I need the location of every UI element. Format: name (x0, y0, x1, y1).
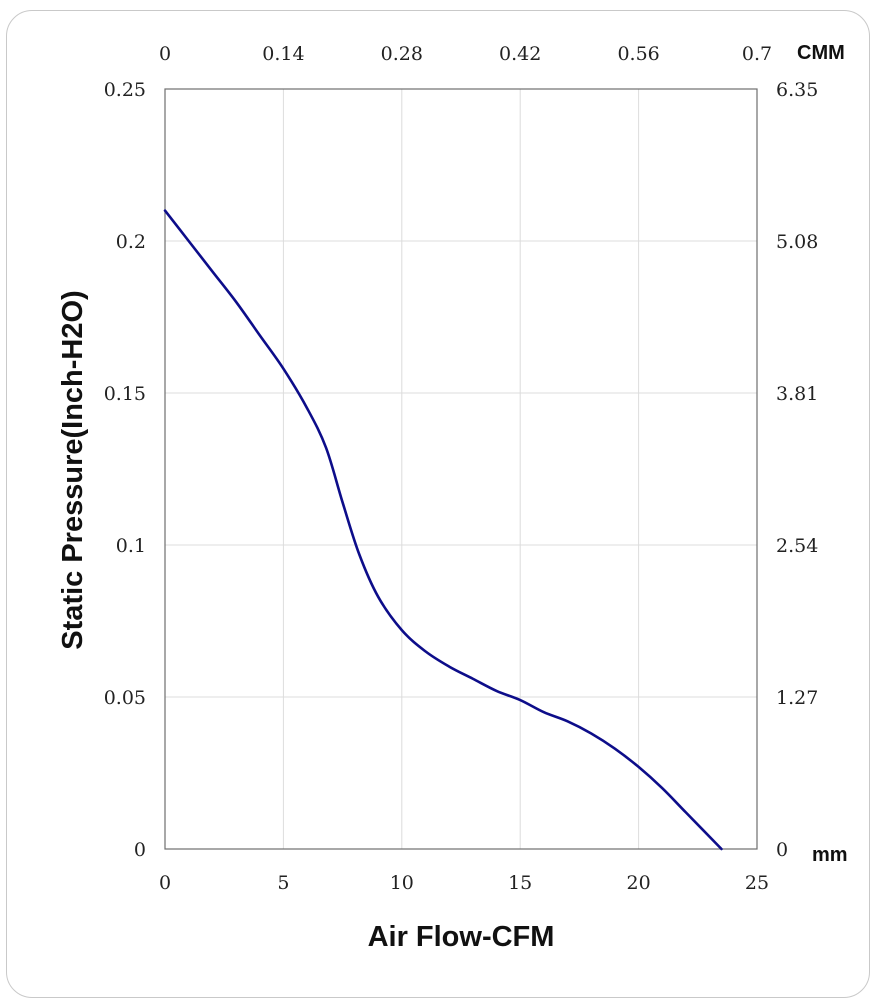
right-tick-label: 1.27 (776, 687, 818, 709)
top-axis-unit: CMM (797, 42, 845, 64)
top-tick-label: 0.7 (742, 43, 772, 65)
y-tick-label: 0.2 (116, 231, 146, 253)
right-tick-label: 0 (776, 839, 788, 861)
y-tick-label: 0.1 (116, 535, 146, 557)
right-tick-label: 5.08 (776, 231, 818, 253)
plot-area (164, 88, 758, 850)
y-tick-label: 0.25 (104, 79, 146, 101)
x-tick-label: 0 (159, 872, 171, 894)
x-tick-label: 15 (508, 872, 532, 894)
y-tick-label: 0 (134, 839, 146, 861)
series-line (163, 209, 723, 851)
top-tick-label: 0.28 (381, 43, 423, 65)
y-tick-label: 0.05 (104, 687, 146, 709)
x-tick-label: 5 (277, 872, 289, 894)
right-axis-unit: mm (812, 844, 848, 866)
top-tick-label: 0 (159, 43, 171, 65)
x-axis-title: Air Flow-CFM (368, 921, 555, 953)
tick-labels: 0 5 10 15 20 25 0 0.14 0.28 0.42 0.56 0.7 0 0.05 0.1 0.… (104, 43, 819, 894)
chart-frame (6, 10, 870, 998)
grid-lines (165, 89, 757, 849)
right-tick-label: 3.81 (776, 383, 818, 405)
x-tick-label: 25 (745, 872, 769, 894)
right-tick-label: 2.54 (776, 535, 818, 557)
top-tick-label: 0.14 (262, 43, 304, 65)
top-tick-label: 0.42 (499, 43, 541, 65)
y-tick-label: 0.15 (104, 383, 146, 405)
top-tick-label: 0.56 (617, 43, 659, 65)
x-tick-label: 10 (390, 872, 414, 894)
x-tick-label: 20 (627, 872, 651, 894)
y-axis-title: Static Pressure(Inch-H2O) (57, 290, 89, 649)
right-tick-label: 6.35 (776, 79, 818, 101)
